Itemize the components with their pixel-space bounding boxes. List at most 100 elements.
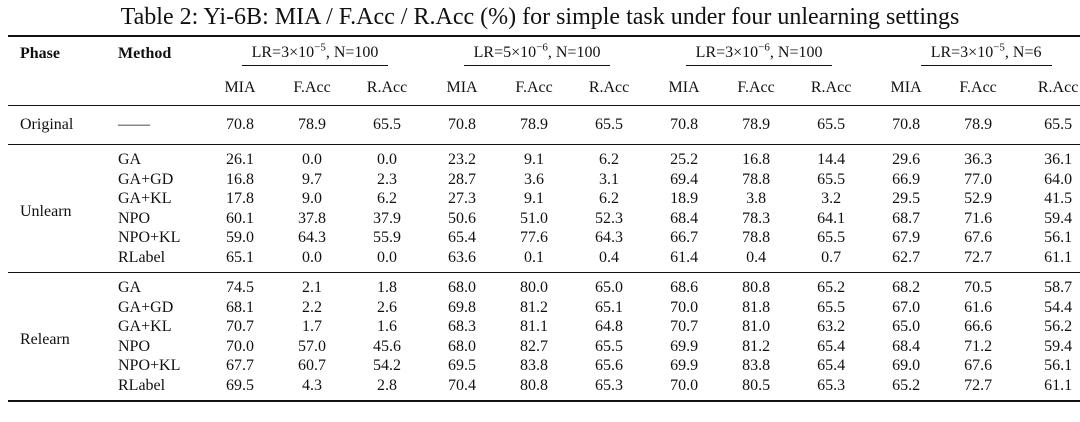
value-cell: 63.2 [817,318,846,336]
value-cell: 69.0 [892,357,921,375]
value-cell: 65.4 [817,357,846,375]
value-cell: 68.0 [448,337,477,355]
value-cell: 63.6 [448,248,477,266]
value-cell: 0.0 [377,248,398,266]
table-row: NPO 60.1 37.8 37.9 50.6 51.0 52.3 68.4 78.3 64.1 6… [8,209,1080,229]
value-cell: 77.6 [520,229,549,247]
value-cell: 1.6 [377,318,398,336]
header-row-metrics: MIA F.Acc R.Acc MIA F.Acc R.Acc MIA F.Ac… [8,71,1080,106]
value-cell: 72.7 [964,248,993,266]
value-cell: 69.5 [226,376,254,394]
metric-header: R.Acc [588,79,630,96]
value-cell: 1.8 [377,279,398,297]
value-cell: 65.0 [595,279,624,297]
value-cell: 78.3 [742,209,771,227]
value-cell: 64.0 [1044,170,1073,188]
phase-label: Relearn [20,330,70,348]
value-cell: 66.7 [670,229,699,247]
method-label: GA+GD [118,170,174,188]
relearn-block: Relearn GA 74.5 2.1 1.8 68.0 80.0 65.0 68.6 80.8 6… [8,272,1080,402]
value-cell: 14.4 [817,151,846,169]
value-cell: 62.7 [892,248,921,266]
value-cell: 65.5 [595,337,624,355]
value-cell: 60.7 [298,357,326,375]
value-cell: 2.6 [377,298,398,316]
value-cell: 71.2 [964,337,993,355]
metric-header: MIA [446,79,478,96]
value-cell: 78.9 [742,116,771,133]
value-cell: 52.3 [595,209,624,227]
table-row: GA+KL 17.8 9.0 6.2 27.3 9.1 6.2 18.9 3.8 3.2 29.5 5… [8,189,1080,209]
value-cell: 70.7 [670,318,699,336]
metric-header: F.Acc [959,79,997,96]
value-cell: 25.2 [670,151,699,169]
value-cell: 36.1 [1044,151,1073,169]
metric-header: MIA [890,79,922,96]
value-cell: 78.9 [520,116,549,133]
value-cell: 81.1 [520,318,549,336]
metric-header: F.Acc [737,79,775,96]
metric-header: R.Acc [1037,79,1079,96]
value-cell: 0.0 [302,248,322,266]
method-label: GA [118,279,142,297]
value-cell: 65.5 [595,116,624,133]
value-cell: 65.5 [1044,116,1073,133]
value-cell: 64.3 [595,229,624,247]
value-cell: 4.3 [302,376,322,394]
value-cell: 65.5 [373,116,402,133]
value-cell: 6.2 [377,190,398,208]
value-cell: 65.5 [817,298,846,316]
value-cell: 70.0 [226,337,254,355]
value-cell: 61.6 [964,298,993,316]
value-cell: 80.8 [520,376,549,394]
value-cell: 64.1 [817,209,846,227]
value-cell: 81.8 [742,298,771,316]
value-cell: 80.5 [742,376,771,394]
value-cell: 29.6 [892,151,921,169]
value-cell: 0.4 [746,248,767,266]
value-cell: 70.0 [670,376,699,394]
method-label: GA+GD [118,298,174,316]
method-label: GA+KL [118,318,172,336]
metric-header: F.Acc [293,79,331,96]
value-cell: 74.5 [226,279,254,297]
value-cell: 65.5 [817,116,846,133]
phase-header: Phase [20,45,60,62]
value-cell: 68.1 [226,298,254,316]
value-cell: 65.4 [448,229,477,247]
value-cell: 80.8 [742,279,771,297]
method-label: NPO+KL [118,229,181,247]
value-cell: 16.8 [742,151,771,169]
method-label: NPO [118,209,151,227]
value-cell: 9.0 [302,190,322,208]
value-cell: 67.9 [892,229,921,247]
value-cell: 2.2 [302,298,322,316]
value-cell: 70.4 [448,376,477,394]
value-cell: 68.4 [892,337,921,355]
table-row: NPO+KL 67.7 60.7 54.2 69.5 83.8 65.6 69.9 83.8 65… [8,356,1080,376]
value-cell: 65.3 [817,376,846,394]
value-cell: 66.9 [892,170,921,188]
value-cell: 37.8 [298,209,326,227]
value-cell: 72.7 [964,376,993,394]
value-cell: 65.3 [595,376,624,394]
value-cell: 67.6 [964,229,993,247]
value-cell: 50.6 [448,209,477,227]
original-block: Original —— 70.8 78.9 65.5 70.8 78.9 65.… [8,105,1080,145]
value-cell: 3.1 [599,170,620,188]
value-cell: 2.8 [377,376,398,394]
value-cell: 17.8 [226,190,254,208]
value-cell: 37.9 [373,209,402,227]
value-cell: 1.7 [302,318,322,336]
value-cell: 6.2 [599,190,620,208]
value-cell: 67.6 [964,357,993,375]
value-cell: 0.1 [524,248,545,266]
value-cell: 65.2 [892,376,921,394]
value-cell: 59.0 [226,229,254,247]
value-cell: 70.5 [964,279,993,297]
value-cell: 55.9 [373,229,402,247]
value-cell: 81.2 [742,337,771,355]
value-cell: 65.0 [892,318,921,336]
value-cell: 69.5 [448,357,477,375]
value-cell: 68.2 [892,279,921,297]
